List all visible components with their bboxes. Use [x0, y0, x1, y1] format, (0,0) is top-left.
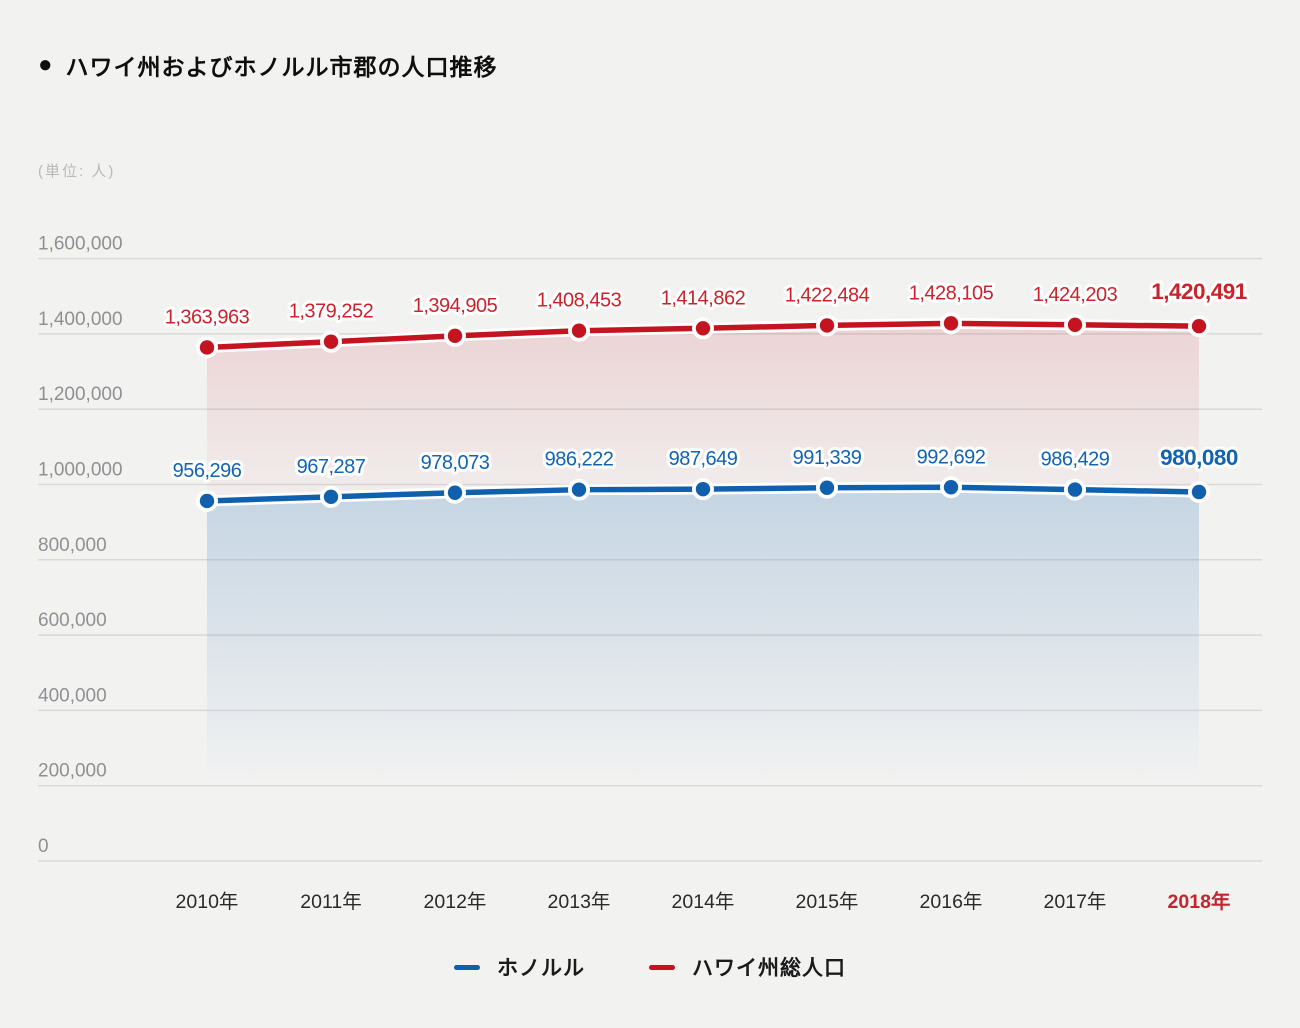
- x-axis-label-2014: 2014年: [672, 891, 735, 913]
- y-axis-tick-label: 1,400,000: [38, 309, 123, 330]
- x-axis-label-2013: 2013年: [548, 891, 611, 913]
- honolulu-area-fill: [207, 487, 1199, 786]
- hawaii-total-data-point: [695, 321, 711, 336]
- hawaii-total-value-label: 1,428,105: [909, 282, 994, 304]
- honolulu-value-label: 991,339: [793, 447, 862, 469]
- hawaii-total-value-label: 1,394,905: [413, 295, 498, 317]
- legend-item-honolulu: ホノルル: [454, 952, 585, 982]
- hawaii-total-data-point: [447, 328, 463, 344]
- hawaii-total-value-label: 1,379,252: [289, 301, 374, 323]
- hawaii-total-legend-label: ハワイ州総人口: [692, 957, 846, 980]
- honolulu-legend-label: ホノルル: [497, 957, 585, 980]
- x-axis-label-2018: 2018年: [1168, 890, 1231, 913]
- x-axis-label-2010: 2010年: [176, 891, 239, 913]
- hawaii-total-data-point: [199, 340, 215, 355]
- honolulu-legend-swatch: [454, 964, 480, 970]
- honolulu-value-label: 956,296: [173, 460, 242, 482]
- y-axis-tick-label: 0: [38, 836, 49, 857]
- y-axis-tick-label: 1,600,000: [38, 234, 123, 255]
- honolulu-value-label: 980,080: [1160, 445, 1238, 470]
- y-axis-tick-label: 200,000: [38, 761, 107, 782]
- honolulu-value-label: 967,287: [297, 456, 366, 478]
- x-axis-label-2016: 2016年: [920, 891, 983, 913]
- y-axis-tick-label: 600,000: [38, 610, 107, 631]
- unit-label: (単位: 人): [38, 163, 116, 180]
- hawaii-total-value-label: 1,420,491: [1151, 279, 1247, 304]
- honolulu-value-label: 986,222: [545, 449, 614, 471]
- honolulu-value-label: 986,429: [1041, 449, 1110, 471]
- y-axis-tick-label: 800,000: [38, 535, 107, 556]
- x-axis-label-2015: 2015年: [796, 891, 859, 913]
- hawaii-total-value-label: 1,414,862: [661, 287, 746, 309]
- honolulu-value-label: 992,692: [917, 446, 986, 468]
- honolulu-value-label: 987,649: [669, 448, 738, 470]
- chart-title: ● ハワイ州およびホノルル市郡の人口推移: [38, 48, 498, 82]
- hawaii-total-legend-swatch: [649, 964, 675, 970]
- honolulu-data-point: [1067, 482, 1083, 497]
- x-axis-label-2011: 2011年: [300, 891, 361, 913]
- honolulu-value-label: 978,073: [421, 452, 490, 474]
- chart-legend: ホノルル ハワイ州総人口: [0, 952, 1300, 982]
- honolulu-data-point: [447, 485, 463, 500]
- hawaii-total-value-label: 1,363,963: [165, 306, 250, 328]
- hawaii-total-data-point: [943, 316, 959, 331]
- honolulu-data-point: [323, 489, 339, 505]
- chart-title-text: ハワイ州およびホノルル市郡の人口推移: [65, 54, 498, 80]
- y-axis-tick-label: 1,200,000: [38, 384, 123, 405]
- hawaii-total-area-fill: [207, 323, 1199, 501]
- hawaii-total-data-point: [1191, 318, 1207, 334]
- x-axis-label-2012: 2012年: [424, 891, 487, 913]
- hawaii-total-data-point: [1067, 317, 1083, 332]
- y-axis-tick-label: 1,000,000: [38, 460, 123, 481]
- hawaii-total-value-label: 1,422,484: [785, 284, 870, 306]
- legend-item-hawaii-total: ハワイ州総人口: [649, 952, 846, 982]
- hawaii-total-value-label: 1,408,453: [537, 290, 622, 312]
- x-axis-label-2017: 2017年: [1044, 891, 1107, 913]
- honolulu-data-point: [199, 493, 215, 509]
- hawaii-total-data-point: [819, 318, 835, 333]
- honolulu-data-point: [1191, 484, 1207, 500]
- hawaii-total-data-point: [571, 323, 587, 338]
- y-axis-tick-label: 400,000: [38, 685, 107, 706]
- hawaii-total-value-label: 1,424,203: [1033, 284, 1118, 306]
- hawaii-total-data-point: [323, 334, 339, 349]
- honolulu-data-point: [695, 481, 711, 497]
- honolulu-data-point: [571, 482, 587, 497]
- honolulu-data-point: [819, 480, 835, 495]
- title-bullet-icon: ●: [38, 51, 54, 78]
- honolulu-data-point: [943, 480, 959, 495]
